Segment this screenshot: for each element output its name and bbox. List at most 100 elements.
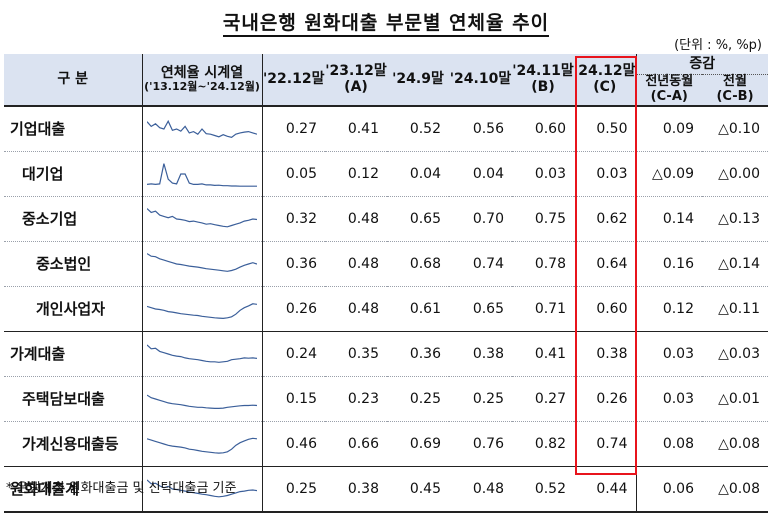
change-cell: 0.16 xyxy=(635,241,702,287)
value-cell: 0.66 xyxy=(325,421,387,467)
value-cell: 0.04 xyxy=(387,151,449,197)
table-row: 가계신용대출등 0.46 0.66 0.69 0.76 0.82 0.74 0.08 △0.08 xyxy=(4,421,769,467)
change-cell: 0.09 xyxy=(635,105,702,152)
sparkline xyxy=(141,105,262,152)
value-cell: 0.03 xyxy=(512,151,574,197)
value-cell: 0.62 xyxy=(574,196,636,242)
value-cell: 0.76 xyxy=(449,421,512,467)
value-cell: 0.56 xyxy=(449,105,512,152)
sparkline xyxy=(141,331,262,377)
value-cell: 0.68 xyxy=(387,241,449,287)
table-row: 중소기업 0.32 0.48 0.65 0.70 0.75 0.62 0.14 △0.13 xyxy=(4,196,769,242)
value-cell: 0.38 xyxy=(574,331,636,377)
table-row: 주택담보대출 0.15 0.23 0.25 0.25 0.27 0.26 0.03 △0.01 xyxy=(4,376,769,422)
value-cell: 0.69 xyxy=(387,421,449,467)
col-header: '24.10말 xyxy=(449,54,512,107)
value-cell: 0.82 xyxy=(512,421,574,467)
delinquency-table: 구 분 연체율 시계열 ('13.12월~'24.12월) '22.12말 '2… xyxy=(4,54,769,513)
unit-label: (단위 : %, %p) xyxy=(674,38,762,53)
value-cell: 0.48 xyxy=(325,241,387,287)
value-cell: 0.52 xyxy=(512,466,574,513)
change-cell: 0.12 xyxy=(635,286,702,332)
sparkline xyxy=(141,151,262,197)
value-cell: 0.38 xyxy=(325,466,387,513)
value-cell: 0.71 xyxy=(512,286,574,332)
value-cell: 0.74 xyxy=(574,421,636,467)
value-cell: 0.25 xyxy=(261,466,325,513)
value-cell: 0.36 xyxy=(387,331,449,377)
change-cell: △0.01 xyxy=(702,376,769,422)
value-cell: 0.52 xyxy=(387,105,449,152)
value-cell: 0.70 xyxy=(449,196,512,242)
change-cell: △0.09 xyxy=(635,151,702,197)
change-cell: △0.00 xyxy=(702,151,769,197)
value-cell: 0.45 xyxy=(387,466,449,513)
footnote: * 은행계정 원화대출금 및 신탁대출금 기준 xyxy=(6,481,237,496)
sparkline xyxy=(141,421,262,467)
value-cell: 0.50 xyxy=(574,105,636,152)
value-cell: 0.35 xyxy=(325,331,387,377)
value-cell: 0.12 xyxy=(325,151,387,197)
value-cell: 0.41 xyxy=(325,105,387,152)
change-cell: △0.14 xyxy=(702,241,769,287)
value-cell: 0.48 xyxy=(449,466,512,513)
change-cell: 0.03 xyxy=(635,331,702,377)
table-row: 기업대출 0.27 0.41 0.52 0.56 0.60 0.50 0.09 △0.10 xyxy=(4,105,769,152)
change-cell: △0.03 xyxy=(702,331,769,377)
row-label: 가계신용대출등 xyxy=(4,421,142,467)
row-label: 가계대출 xyxy=(4,331,142,377)
sparkline xyxy=(141,196,262,242)
value-cell: 0.04 xyxy=(449,151,512,197)
col-header: '23.12말 (A) xyxy=(325,54,387,107)
col-header: '22.12말 xyxy=(261,54,325,107)
value-cell: 0.05 xyxy=(261,151,325,197)
table-row: 중소법인 0.36 0.48 0.68 0.74 0.78 0.64 0.16 △0.14 xyxy=(4,241,769,287)
value-cell: 0.38 xyxy=(449,331,512,377)
value-cell: 0.27 xyxy=(261,105,325,152)
table-row: 가계대출 0.24 0.35 0.36 0.38 0.41 0.38 0.03 △0.03 xyxy=(4,331,769,377)
value-cell: 0.48 xyxy=(325,196,387,242)
value-cell: 0.64 xyxy=(574,241,636,287)
value-cell: 0.41 xyxy=(512,331,574,377)
value-cell: 0.65 xyxy=(449,286,512,332)
row-label: 대기업 xyxy=(4,151,142,197)
series-header: 연체율 시계열 ('13.12월~'24.12월) xyxy=(141,54,262,107)
row-label: 기업대출 xyxy=(4,105,142,152)
row-label: 개인사업자 xyxy=(4,286,142,332)
change-cell: 0.08 xyxy=(635,421,702,467)
change-cell: 0.14 xyxy=(635,196,702,242)
value-cell: 0.75 xyxy=(512,196,574,242)
sparkline xyxy=(141,286,262,332)
col-header: '24.12말 (C) xyxy=(574,54,636,107)
sparkline xyxy=(141,241,262,287)
change-cell: △0.11 xyxy=(702,286,769,332)
change-header: 증감 xyxy=(635,54,769,75)
change-cell: △0.08 xyxy=(702,421,769,467)
change-cell: 0.06 xyxy=(635,466,702,513)
change-cell: △0.10 xyxy=(702,105,769,152)
value-cell: 0.23 xyxy=(325,376,387,422)
row-label: 중소법인 xyxy=(4,241,142,287)
value-cell: 0.36 xyxy=(261,241,325,287)
change-cell: 0.03 xyxy=(635,376,702,422)
change-cell: △0.13 xyxy=(702,196,769,242)
col-header: '24.11말 (B) xyxy=(512,54,574,107)
value-cell: 0.26 xyxy=(574,376,636,422)
table-row: 대기업 0.05 0.12 0.04 0.04 0.03 0.03 △0.09 △0.00 xyxy=(4,151,769,197)
value-cell: 0.60 xyxy=(512,105,574,152)
value-cell: 0.24 xyxy=(261,331,325,377)
change-col-header: 전년동월 (C-A) xyxy=(635,74,702,107)
value-cell: 0.27 xyxy=(512,376,574,422)
value-cell: 0.25 xyxy=(387,376,449,422)
value-cell: 0.03 xyxy=(574,151,636,197)
col-header: '24.9말 xyxy=(387,54,449,107)
sparkline xyxy=(141,376,262,422)
value-cell: 0.15 xyxy=(261,376,325,422)
value-cell: 0.46 xyxy=(261,421,325,467)
category-header: 구 분 xyxy=(4,54,142,107)
value-cell: 0.74 xyxy=(449,241,512,287)
value-cell: 0.26 xyxy=(261,286,325,332)
value-cell: 0.32 xyxy=(261,196,325,242)
table-row: 개인사업자 0.26 0.48 0.61 0.65 0.71 0.60 0.12 △0.11 xyxy=(4,286,769,332)
value-cell: 0.44 xyxy=(574,466,636,513)
